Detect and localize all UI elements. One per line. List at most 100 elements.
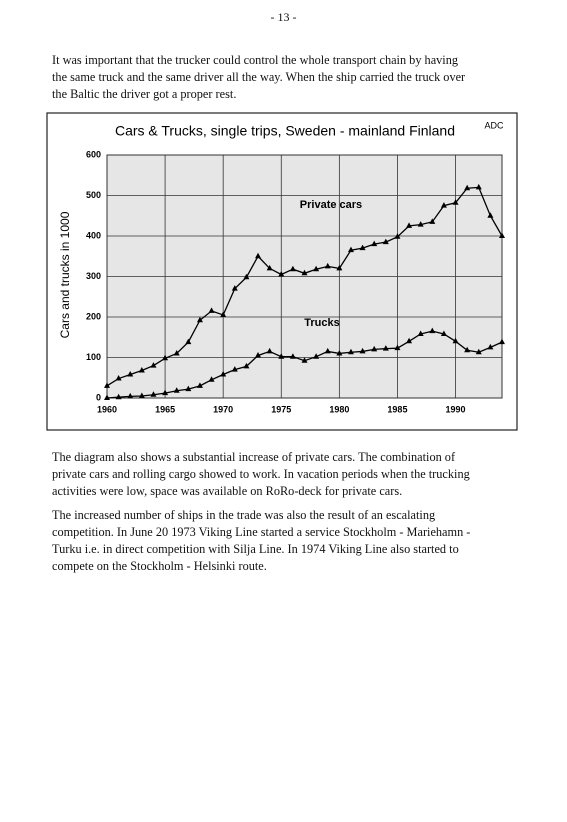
marker (429, 218, 436, 224)
text-line: The diagram also shows a substantial inc… (52, 450, 456, 464)
marker (185, 338, 192, 345)
marker (150, 391, 157, 397)
y-tick-label: 500 (86, 190, 101, 200)
marker (382, 345, 389, 351)
marker (173, 387, 180, 393)
marker (429, 327, 436, 334)
marker (417, 330, 424, 337)
text-line: compete on the Stockholm - Helsinki rout… (52, 559, 267, 573)
marker (289, 265, 296, 272)
marker (243, 273, 250, 280)
marker (162, 389, 169, 396)
marker (417, 221, 424, 227)
marker (336, 349, 343, 356)
marker (115, 393, 122, 400)
x-tick-label: 1960 (97, 404, 117, 414)
marker (371, 240, 378, 247)
marker (138, 366, 145, 373)
y-axis-label: Cars and trucks in 1000 (58, 211, 72, 338)
y-tick-label: 100 (86, 352, 101, 362)
marker (347, 246, 354, 253)
marker (220, 311, 227, 317)
marker (324, 347, 331, 354)
marker (452, 337, 459, 344)
marker (313, 265, 320, 272)
marker (150, 362, 157, 368)
marker (196, 382, 203, 388)
marker (359, 244, 366, 251)
marker (313, 353, 320, 359)
x-tick-label: 1970 (213, 404, 233, 414)
marker (464, 184, 471, 191)
text-line: activities were low, space was available… (52, 484, 403, 498)
y-tick-label: 600 (86, 149, 101, 159)
marker (115, 375, 122, 381)
marker (440, 202, 447, 208)
text-line: The increased number of ships in the tra… (52, 508, 436, 522)
marker (278, 270, 285, 277)
text-line: private cars and rolling cargo showed to… (52, 467, 470, 481)
marker (301, 269, 308, 276)
annotation: Trucks (304, 317, 339, 329)
marker (301, 357, 308, 363)
x-tick-label: 1965 (155, 404, 175, 414)
marker (104, 394, 110, 400)
marker (289, 353, 296, 359)
marker (127, 371, 134, 377)
text-line: It was important that the trucker could … (52, 53, 459, 67)
x-tick-label: 1985 (387, 404, 407, 414)
text-line: Turku i.e. in direct competition with Si… (52, 542, 459, 556)
marker (499, 232, 505, 238)
marker (231, 285, 238, 291)
marker (243, 362, 250, 369)
marker (475, 183, 482, 190)
marker (359, 347, 366, 354)
y-tick-label: 400 (86, 230, 101, 240)
marker (266, 264, 273, 271)
marker (278, 353, 285, 359)
marker (487, 212, 494, 218)
text-line: the Baltic the driver got a proper rest. (52, 87, 237, 101)
page-number: - 13 - (270, 10, 297, 24)
annotation: ADC (484, 120, 504, 130)
chart-title: Cars & Trucks, single trips, Sweden - ma… (115, 123, 455, 139)
marker (196, 316, 203, 323)
marker (220, 371, 227, 377)
annotation: Private cars (300, 199, 362, 211)
marker (440, 330, 447, 337)
x-tick-label: 1990 (446, 404, 466, 414)
marker (208, 376, 215, 382)
marker (464, 346, 471, 353)
marker (487, 343, 494, 350)
y-tick-label: 300 (86, 271, 101, 281)
marker (127, 392, 134, 399)
y-tick-label: 200 (86, 311, 101, 321)
marker (231, 366, 238, 372)
paragraph: The diagram also shows a substantial inc… (52, 449, 470, 500)
marker (499, 338, 505, 345)
marker (394, 344, 401, 351)
marker (406, 222, 413, 228)
marker (104, 382, 110, 388)
marker (255, 252, 262, 259)
marker (138, 392, 145, 398)
y-tick-label: 0 (96, 392, 101, 402)
paragraph: It was important that the trucker could … (52, 52, 465, 103)
marker (185, 385, 192, 392)
text-line: the same truck and the same driver all t… (52, 70, 466, 84)
marker (452, 199, 459, 205)
marker (173, 349, 180, 356)
marker (394, 233, 401, 239)
marker (475, 348, 482, 355)
marker (266, 347, 273, 354)
marker (382, 238, 389, 245)
marker (371, 345, 378, 352)
marker (255, 351, 262, 358)
paragraph: The increased number of ships in the tra… (52, 507, 470, 575)
marker (208, 307, 215, 313)
x-tick-label: 1980 (329, 404, 349, 414)
marker (324, 262, 331, 269)
marker (336, 264, 343, 271)
